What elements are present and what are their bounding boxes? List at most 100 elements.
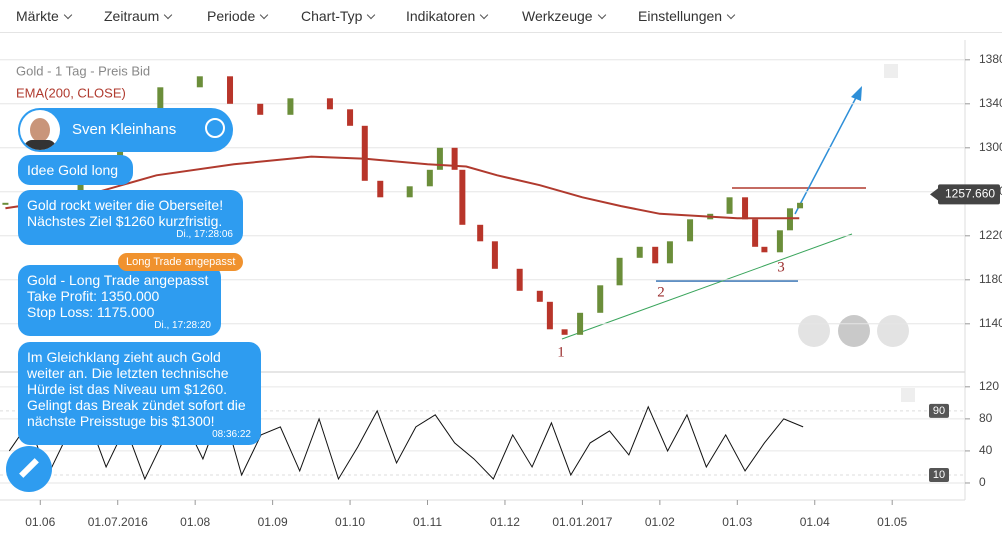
x-tick-label: 01.04: [800, 515, 830, 529]
candle: [652, 246, 659, 264]
menu-item[interactable]: Chart-Typ: [301, 8, 374, 24]
x-tick-label: 01.11: [413, 515, 442, 529]
y-tick-label: 1300: [979, 140, 1002, 154]
candle: [786, 208, 793, 231]
candle: [257, 103, 264, 115]
candle: [577, 312, 584, 335]
chat-bubble: Im Gleichklang zieht auch Gold weiter an…: [18, 342, 261, 445]
y-tick-label: 80: [979, 411, 993, 425]
message-time: 08:36:22: [212, 429, 251, 440]
y-tick-label: 40: [979, 443, 993, 457]
message-text: Idee Gold long: [27, 162, 119, 178]
level-box: [929, 467, 949, 482]
message-text: Gold - Long Trade angepasst Take Profit:…: [27, 272, 209, 320]
ema-line: [5, 155, 800, 220]
x-tick-label: 01.09: [258, 515, 288, 529]
wave-label: 1: [557, 344, 565, 360]
candle: [406, 186, 413, 198]
candle: [687, 219, 694, 242]
y-tick-label: 1220: [979, 228, 1002, 242]
candle: [326, 98, 333, 110]
chat-bubble: Idee Gold long: [18, 155, 133, 185]
candle: [797, 202, 804, 209]
overlay-legend: EMA(200, CLOSE): [16, 85, 126, 100]
x-tick-label: 01.12: [490, 515, 520, 529]
fit-button[interactable]: [838, 315, 870, 347]
avatar: [20, 110, 60, 150]
chat-bubble: Gold rockt weiter die Oberseite! Nächste…: [18, 190, 243, 245]
menu-item[interactable]: Periode: [207, 8, 267, 24]
y-tick-label: 1140: [979, 316, 1002, 330]
arrow-head: [851, 86, 862, 101]
target-arrow: [794, 89, 861, 215]
menu-bar: Märkte Zeitraum Periode Chart-Typ Indikatore…: [0, 0, 1002, 33]
candle: [196, 76, 203, 88]
chat-bubble: Gold - Long Trade angepasst Take Profit:…: [18, 265, 221, 336]
candle: [752, 219, 759, 247]
candle: [561, 329, 568, 335]
x-tick-label: 01.08: [180, 515, 210, 529]
candle: [776, 230, 783, 253]
candle: [516, 268, 523, 291]
candle: [287, 98, 294, 115]
last-price-box: [938, 184, 1000, 205]
message-time: Di., 17:28:20: [154, 320, 211, 331]
trade-badge: Long Trade angepasst: [118, 253, 244, 271]
menu-item[interactable]: Indikatoren: [406, 8, 487, 24]
candle: [597, 285, 604, 313]
candle: [761, 246, 768, 253]
x-tick-label: 01.07.2016: [88, 515, 148, 529]
compose-button[interactable]: [6, 446, 52, 492]
x-tick-label: 01.02: [645, 515, 675, 529]
candle: [459, 169, 466, 225]
candle: [742, 197, 749, 220]
y-tick-label: 120: [979, 379, 999, 393]
candle: [477, 224, 484, 242]
message-time: Di., 17:28:06: [176, 229, 233, 240]
x-tick-label: 01.10: [335, 515, 365, 529]
level-label: 10: [933, 469, 945, 481]
trend-line: [561, 233, 853, 340]
x-tick-label: 01.05: [877, 515, 907, 529]
candle: [157, 87, 164, 110]
candle: [451, 147, 458, 170]
chat-header: Sven Kleinhans: [18, 108, 233, 152]
candle: [666, 241, 673, 264]
candle: [361, 125, 368, 181]
candle: [347, 109, 354, 126]
candle: [616, 257, 623, 286]
wave-label: 2: [657, 284, 665, 300]
candle: [546, 301, 553, 330]
candle: [227, 76, 234, 104]
y-tick-label: 1340: [979, 96, 1002, 110]
y-tick-label: 0: [979, 475, 986, 489]
x-tick-label: 01.01.2017: [552, 515, 612, 529]
last-price-label: 1257.660: [945, 187, 995, 201]
panel-button[interactable]: [884, 64, 898, 78]
menu-item[interactable]: Märkte: [16, 8, 71, 24]
candle: [426, 169, 433, 187]
back-button[interactable]: [205, 118, 225, 138]
candle: [726, 197, 733, 214]
zoom-button[interactable]: [798, 315, 830, 347]
last-price-pointer: [930, 188, 938, 201]
panel-button[interactable]: [901, 388, 915, 402]
candle: [536, 290, 543, 302]
candle: [636, 246, 643, 258]
menu-item[interactable]: Werkzeuge: [522, 8, 605, 24]
menu-item[interactable]: Einstellungen: [638, 8, 734, 24]
oscillator-line: [8, 405, 804, 481]
message-text: Im Gleichklang zieht auch Gold weiter an…: [27, 349, 246, 429]
chart-title: Gold - 1 Tag - Preis Bid: [16, 63, 150, 78]
pan-button[interactable]: [877, 315, 909, 347]
candle: [491, 241, 498, 269]
menu-item[interactable]: Zeitraum: [104, 8, 171, 24]
candle: [2, 202, 9, 205]
user-name: Sven Kleinhans: [72, 121, 177, 138]
message-text: Gold rockt weiter die Oberseite! Nächste…: [27, 197, 224, 229]
candle: [377, 180, 384, 198]
level-label: 90: [933, 405, 945, 417]
